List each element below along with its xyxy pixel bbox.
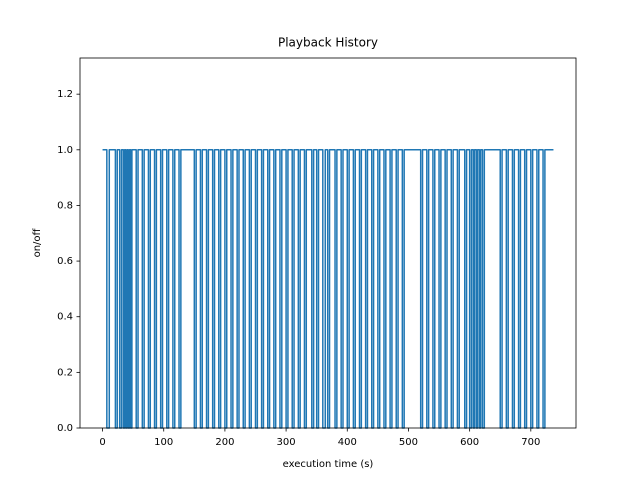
y-tick-label: 1.2 xyxy=(57,89,73,100)
x-tick-label: 700 xyxy=(521,437,540,448)
y-tick-label: 0.2 xyxy=(57,367,73,378)
x-tick-label: 400 xyxy=(338,437,357,448)
y-tick-label: 0.6 xyxy=(57,256,73,267)
y-tick-label: 0.0 xyxy=(57,423,73,434)
x-axis-label: execution time (s) xyxy=(283,459,374,470)
x-tick-label: 600 xyxy=(460,437,479,448)
chart-title: Playback History xyxy=(278,36,378,50)
y-tick-label: 1.0 xyxy=(57,145,73,156)
plot-frame xyxy=(79,57,577,429)
x-tick-label: 0 xyxy=(99,437,105,448)
x-tick-label: 300 xyxy=(277,437,296,448)
y-tick-label: 0.4 xyxy=(57,312,73,323)
y-axis-label: on/off xyxy=(32,227,43,257)
x-tick-label: 100 xyxy=(154,437,173,448)
y-tick-label: 0.8 xyxy=(57,200,73,211)
x-tick-label: 200 xyxy=(215,437,234,448)
x-tick-label: 500 xyxy=(399,437,418,448)
